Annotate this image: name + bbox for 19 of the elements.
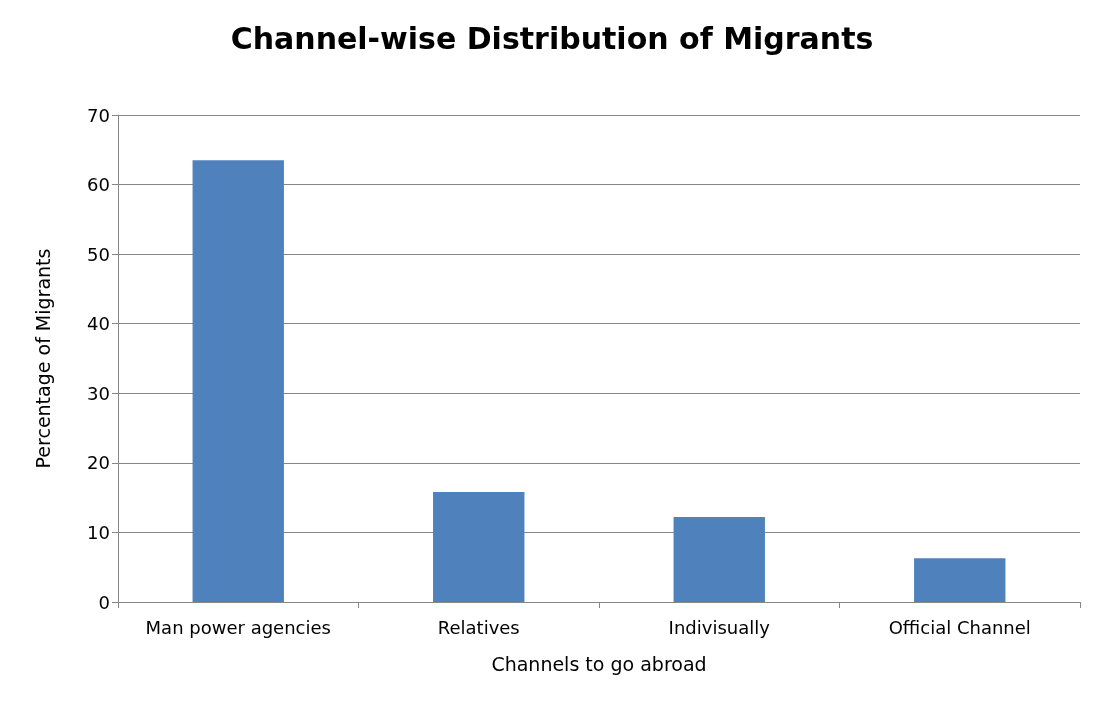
y-tick-label: 10	[87, 521, 110, 543]
x-axis-title: Channels to go abroad	[491, 652, 707, 675]
x-tick-label: Official Channel	[888, 616, 1031, 638]
x-tick-label: Indivisually	[668, 616, 771, 638]
bar	[914, 558, 1006, 602]
x-tick-label: Relatives	[437, 616, 520, 638]
bar	[192, 160, 284, 602]
y-tick-label: 30	[87, 382, 110, 404]
y-tick-label: 0	[98, 591, 110, 613]
y-tick-label: 50	[87, 243, 110, 265]
chart-title: Channel-wise Distribution of Migrants	[230, 20, 874, 56]
x-tick-label: Man power agencies	[145, 616, 331, 638]
bar	[673, 517, 765, 602]
y-tick-label: 40	[87, 313, 110, 335]
y-tick-label: 60	[87, 174, 110, 196]
y-axis-title: Percentage of Migrants	[31, 248, 54, 469]
y-tick-label: 70	[87, 104, 110, 126]
y-tick-label: 20	[87, 452, 110, 474]
bar	[433, 492, 525, 602]
